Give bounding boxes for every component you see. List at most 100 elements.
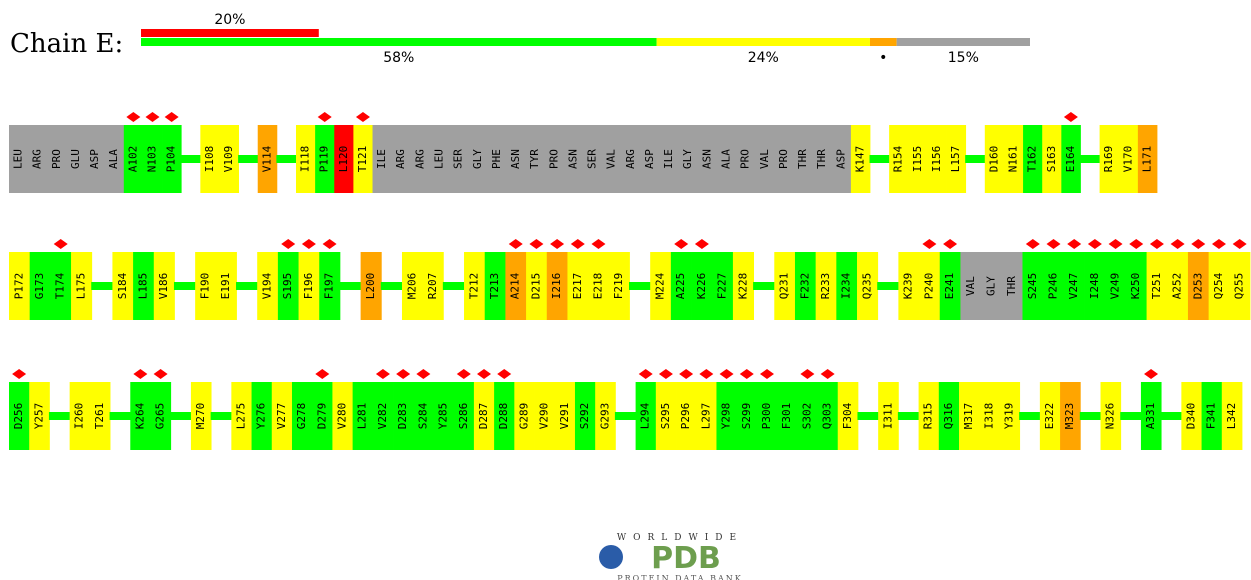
- residue-box: [1140, 382, 1162, 450]
- residue-box: [153, 252, 175, 320]
- residue-box: [334, 125, 354, 193]
- outlier-diamond: [281, 239, 296, 249]
- residue-label: S284: [416, 402, 429, 429]
- residue-box: [608, 252, 630, 320]
- residue-box: [1043, 252, 1065, 320]
- residue-box: [563, 125, 584, 193]
- residue-label: Y298: [720, 403, 733, 430]
- residue-box: [494, 382, 515, 450]
- outlier-diamond: [1191, 239, 1206, 249]
- residue-box: [691, 252, 713, 320]
- residue-label: S295: [659, 403, 672, 430]
- residue-label: D215: [529, 273, 542, 300]
- residue-label: LEU: [12, 149, 25, 169]
- residue-label: I260: [73, 403, 86, 430]
- residue-label: L281: [356, 403, 369, 430]
- outlier-diamond: [322, 239, 337, 249]
- residue-box: [837, 382, 859, 450]
- residue-box: [429, 125, 450, 193]
- residue-box: [298, 252, 320, 320]
- chain-link: [1079, 412, 1102, 420]
- residue-box: [401, 252, 424, 320]
- residue-label: THR: [1005, 276, 1018, 296]
- residue-label: A331: [1144, 403, 1157, 430]
- residue-box: [487, 125, 507, 193]
- chain-link: [170, 412, 192, 420]
- residue-label: VAL: [605, 149, 618, 169]
- residue-label: THR: [796, 149, 809, 169]
- residue-box: [277, 252, 299, 320]
- outlier-diamond: [355, 112, 370, 122]
- residue-label: T261: [93, 403, 106, 430]
- residue-box: [659, 125, 680, 193]
- residue-label: ILE: [662, 149, 675, 169]
- residue-label: M224: [654, 272, 667, 299]
- outlier-diamond: [317, 112, 332, 122]
- residue-box: [484, 252, 506, 320]
- residue-label: R207: [426, 273, 439, 300]
- residue-label: T121: [356, 146, 369, 173]
- residue-box: [960, 252, 982, 320]
- outlier-diamond: [570, 239, 585, 249]
- residue-label: S245: [1026, 273, 1039, 300]
- residue-label: L342: [1225, 403, 1238, 430]
- residue-label: Q231: [778, 273, 791, 300]
- residue-label: GLU: [69, 149, 82, 169]
- residue-box: [372, 125, 393, 193]
- residue-label: F304: [841, 402, 854, 429]
- residue-label: ALA: [107, 149, 120, 169]
- residue-label: D283: [396, 403, 409, 430]
- residue-label: F341: [1205, 403, 1218, 430]
- quality-segment: [869, 38, 897, 46]
- logo-bottom: PROTEIN DATA BANK: [617, 574, 742, 580]
- outlier-diamond: [694, 239, 709, 249]
- residue-label: A225: [674, 273, 687, 300]
- residue-label: F190: [198, 273, 211, 300]
- residue-box: [29, 252, 51, 320]
- outlier-diamond: [477, 369, 492, 379]
- outlier-diamond: [739, 369, 754, 379]
- residue-label: E191: [219, 273, 232, 300]
- residue-label: K264: [133, 402, 146, 429]
- residue-label: Q235: [860, 273, 873, 300]
- residue-label: D253: [1191, 273, 1204, 300]
- residue-box: [1105, 252, 1127, 320]
- quality-segment: [141, 38, 657, 46]
- residue-box: [793, 125, 813, 193]
- residue-label: L275: [234, 403, 247, 430]
- residue-label: M206: [405, 273, 418, 300]
- residue-label: E164: [1064, 145, 1077, 172]
- residue-label: F301: [780, 403, 793, 430]
- residue-label: P246: [1047, 273, 1060, 300]
- residue-label: Y257: [32, 403, 45, 430]
- residue-box: [1187, 252, 1210, 320]
- residue-box: [1001, 252, 1023, 320]
- residue-label: GLY: [681, 149, 694, 169]
- chain-link: [48, 412, 71, 420]
- residue-label: G173: [33, 273, 46, 300]
- residue-box: [602, 125, 622, 193]
- residue-box: [526, 252, 548, 320]
- residue-box: [588, 252, 610, 320]
- residue-box: [29, 382, 50, 450]
- residue-box: [755, 125, 775, 193]
- residue-label: I156: [930, 146, 943, 173]
- residue-label: V249: [1109, 273, 1122, 300]
- residue-label: L294: [639, 402, 652, 429]
- outlier-diamond: [1063, 112, 1078, 122]
- logo-top: WORLDWIDE: [617, 533, 743, 543]
- residue-box: [732, 252, 754, 320]
- residue-box: [505, 252, 527, 320]
- chain-link: [753, 282, 775, 290]
- residue-label: S163: [1045, 146, 1058, 173]
- residue-box: [878, 382, 899, 450]
- chain-link: [173, 282, 196, 290]
- outlier-diamond: [315, 369, 330, 379]
- residue-box: [319, 252, 341, 320]
- outlier-diamond: [800, 369, 815, 379]
- chain-link: [1079, 155, 1101, 163]
- residue-box: [919, 252, 941, 320]
- residue-label: N326: [1104, 403, 1117, 430]
- residue-box: [353, 125, 373, 193]
